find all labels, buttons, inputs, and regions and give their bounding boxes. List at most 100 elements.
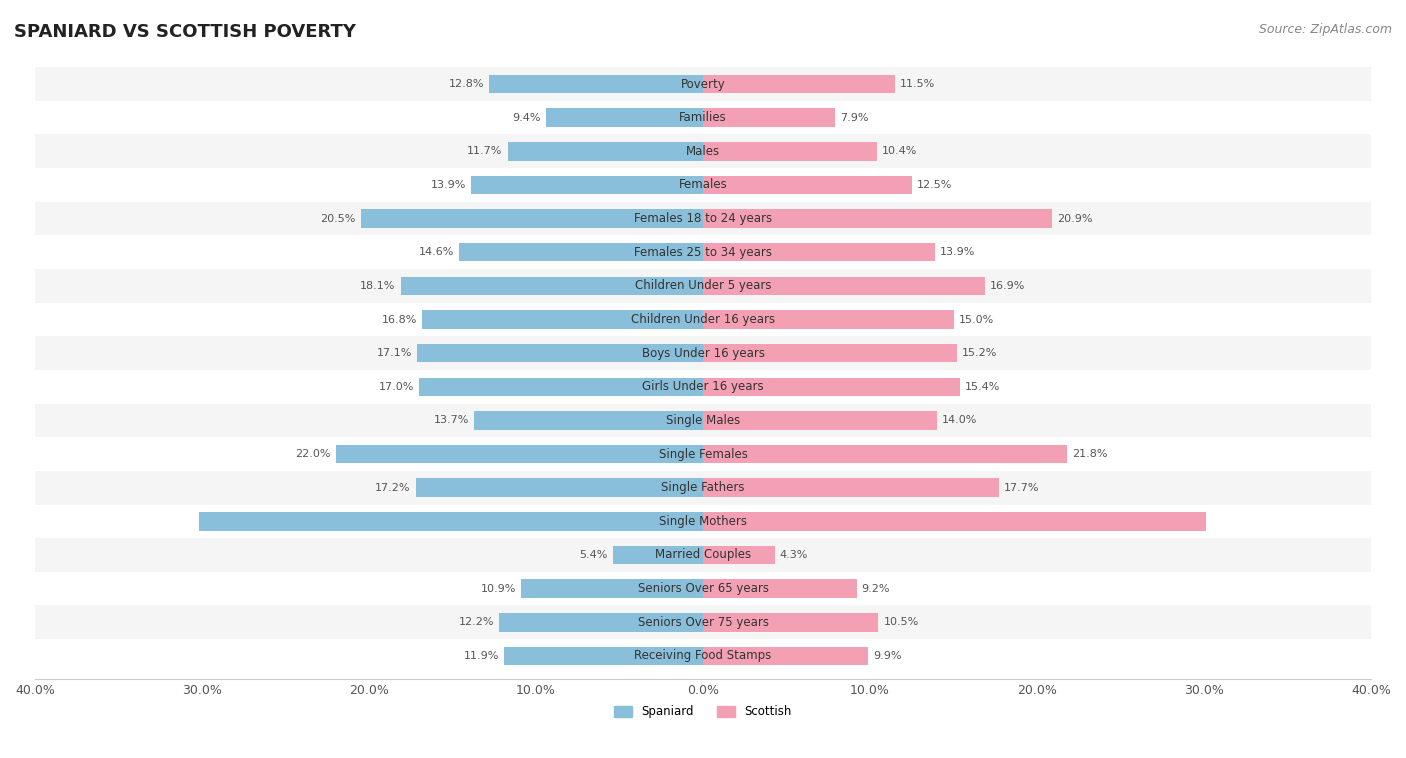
Text: 14.6%: 14.6%: [419, 247, 454, 257]
Text: Females: Females: [679, 178, 727, 192]
Text: 15.0%: 15.0%: [959, 315, 994, 324]
Bar: [508, 142, 703, 161]
Text: 11.9%: 11.9%: [464, 651, 499, 661]
Bar: [703, 75, 896, 93]
Text: Females 25 to 34 years: Females 25 to 34 years: [634, 246, 772, 258]
Bar: [35, 538, 1371, 572]
Bar: [522, 579, 703, 598]
Bar: [703, 478, 998, 497]
Bar: [703, 647, 869, 666]
Bar: [401, 277, 703, 295]
Bar: [703, 344, 957, 362]
Text: Married Couples: Married Couples: [655, 549, 751, 562]
Text: 12.5%: 12.5%: [917, 180, 952, 190]
Text: 16.8%: 16.8%: [382, 315, 418, 324]
Text: 7.9%: 7.9%: [839, 113, 869, 123]
Bar: [703, 546, 775, 564]
Text: Children Under 5 years: Children Under 5 years: [634, 280, 772, 293]
Bar: [703, 277, 986, 295]
Bar: [613, 546, 703, 564]
Text: Families: Families: [679, 111, 727, 124]
Text: 16.9%: 16.9%: [990, 281, 1025, 291]
Text: 15.4%: 15.4%: [965, 382, 1001, 392]
Text: 18.1%: 18.1%: [360, 281, 395, 291]
Bar: [35, 403, 1371, 437]
Bar: [35, 269, 1371, 302]
Bar: [505, 647, 703, 666]
Bar: [360, 209, 703, 228]
Bar: [703, 512, 1206, 531]
Bar: [471, 176, 703, 194]
Text: 10.9%: 10.9%: [481, 584, 516, 594]
Bar: [35, 639, 1371, 673]
Bar: [703, 411, 936, 430]
Bar: [703, 176, 911, 194]
Bar: [703, 445, 1067, 463]
Bar: [703, 243, 935, 262]
Legend: Spaniard, Scottish: Spaniard, Scottish: [609, 700, 797, 723]
Bar: [35, 67, 1371, 101]
Bar: [35, 236, 1371, 269]
Bar: [35, 101, 1371, 134]
Bar: [474, 411, 703, 430]
Text: 9.4%: 9.4%: [513, 113, 541, 123]
Text: 13.9%: 13.9%: [941, 247, 976, 257]
Text: 22.0%: 22.0%: [295, 449, 330, 459]
Text: Girls Under 16 years: Girls Under 16 years: [643, 381, 763, 393]
Bar: [35, 302, 1371, 337]
Text: 11.5%: 11.5%: [900, 79, 935, 89]
Bar: [418, 344, 703, 362]
Text: 17.1%: 17.1%: [377, 348, 412, 358]
Text: 14.0%: 14.0%: [942, 415, 977, 425]
Bar: [35, 505, 1371, 538]
Bar: [460, 243, 703, 262]
Bar: [35, 606, 1371, 639]
Bar: [703, 579, 856, 598]
Text: Boys Under 16 years: Boys Under 16 years: [641, 346, 765, 359]
Bar: [703, 310, 953, 329]
Bar: [35, 437, 1371, 471]
Text: Females 18 to 24 years: Females 18 to 24 years: [634, 212, 772, 225]
Text: Single Mothers: Single Mothers: [659, 515, 747, 528]
Bar: [35, 134, 1371, 168]
Text: 11.7%: 11.7%: [467, 146, 502, 156]
Bar: [336, 445, 703, 463]
Bar: [198, 512, 703, 531]
Text: Receiving Food Stamps: Receiving Food Stamps: [634, 650, 772, 662]
Text: 30.2%: 30.2%: [159, 516, 194, 526]
Bar: [419, 377, 703, 396]
Bar: [35, 202, 1371, 236]
Text: 20.5%: 20.5%: [321, 214, 356, 224]
Text: 17.2%: 17.2%: [375, 483, 411, 493]
Text: 9.2%: 9.2%: [862, 584, 890, 594]
Text: 4.3%: 4.3%: [780, 550, 808, 560]
Bar: [35, 168, 1371, 202]
Text: 5.4%: 5.4%: [579, 550, 607, 560]
Bar: [35, 572, 1371, 606]
Text: Children Under 16 years: Children Under 16 years: [631, 313, 775, 326]
Bar: [703, 142, 877, 161]
Bar: [703, 108, 835, 127]
Text: Seniors Over 75 years: Seniors Over 75 years: [637, 615, 769, 629]
Text: 17.7%: 17.7%: [1004, 483, 1039, 493]
Bar: [35, 337, 1371, 370]
Text: Single Males: Single Males: [666, 414, 740, 427]
Bar: [703, 377, 960, 396]
Text: 20.9%: 20.9%: [1057, 214, 1092, 224]
Text: Single Females: Single Females: [658, 447, 748, 461]
Bar: [546, 108, 703, 127]
Text: 10.5%: 10.5%: [883, 617, 918, 628]
Text: 10.4%: 10.4%: [882, 146, 917, 156]
Bar: [416, 478, 703, 497]
Text: 12.8%: 12.8%: [449, 79, 484, 89]
Bar: [703, 209, 1052, 228]
Text: 13.9%: 13.9%: [430, 180, 465, 190]
Text: SPANIARD VS SCOTTISH POVERTY: SPANIARD VS SCOTTISH POVERTY: [14, 23, 356, 41]
Text: 15.2%: 15.2%: [962, 348, 997, 358]
Text: Poverty: Poverty: [681, 77, 725, 90]
Text: 30.1%: 30.1%: [1211, 516, 1246, 526]
Bar: [703, 613, 879, 631]
Text: Source: ZipAtlas.com: Source: ZipAtlas.com: [1258, 23, 1392, 36]
Text: Single Fathers: Single Fathers: [661, 481, 745, 494]
Text: 9.9%: 9.9%: [873, 651, 901, 661]
